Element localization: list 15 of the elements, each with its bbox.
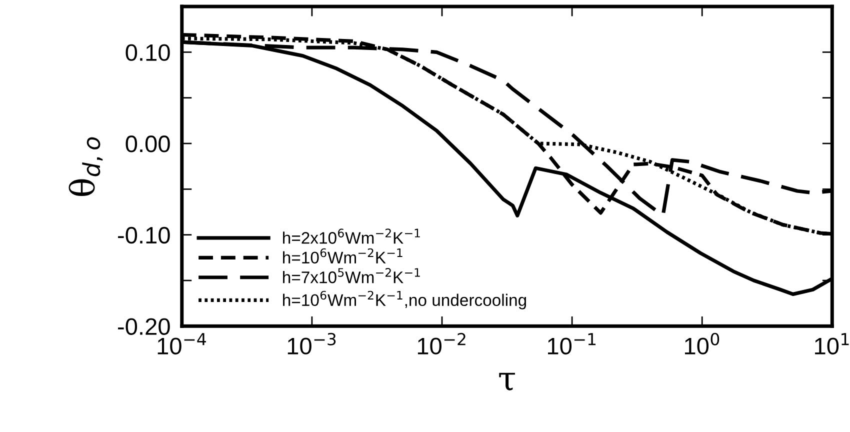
legend-label: h=10$^{6}$Wm$^{−2}$K$^{−1}$ [283,248,402,264]
y-axis-title: θ$_{d,o}$ [68,137,103,196]
x-tick-label: 10$^{−1}$ [548,333,596,354]
x-tick-label: 10$^{0}$ [685,332,720,354]
legend-label: h=7x10$^{5}$Wm$^{−2}$K$^{−1}$ [283,268,420,284]
x-tick-label: 10$^{1}$ [815,333,849,354]
legend-label: h=10$^{6}$Wm$^{−2}$K$^{−1}$,no undercooling [283,290,526,310]
y-tick-label: -0.10 [118,226,170,244]
y-tick-label: 0.10 [126,44,170,61]
legend-label: h=2x10$^{6}$Wm$^{−2}$K$^{−1}$ [283,228,420,244]
y-tick-label: -0.20 [118,318,170,335]
x-tick-label: 10$^{−3}$ [288,332,336,354]
y-tick-label: 0.00 [126,136,170,152]
x-tick-label: 10$^{−2}$ [418,332,466,354]
x-axis-title: τ [499,372,515,390]
